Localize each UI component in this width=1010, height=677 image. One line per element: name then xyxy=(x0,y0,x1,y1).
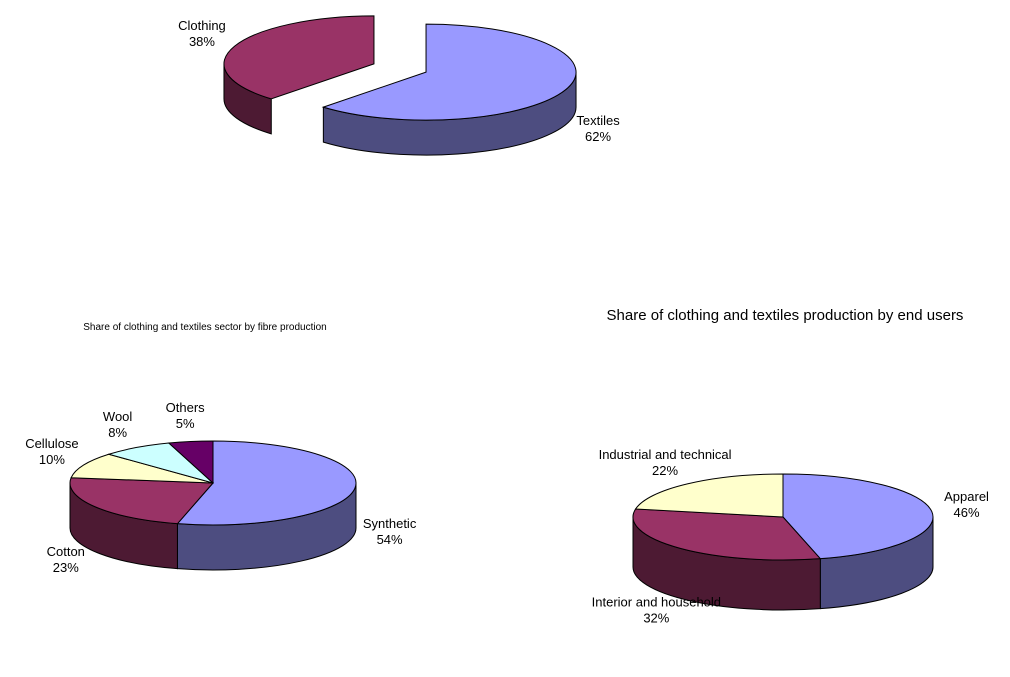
slice-value-label: 38% xyxy=(189,34,215,49)
chart-title: Share of clothing and textiles sector by… xyxy=(83,322,326,333)
slice-label: Industrial and technical xyxy=(599,447,732,462)
slice-label: Cotton xyxy=(47,544,85,559)
slice xyxy=(634,473,784,518)
slice-value-label: 10% xyxy=(39,452,65,467)
slice-value-label: 8% xyxy=(108,425,127,440)
slice xyxy=(167,440,214,485)
slice xyxy=(782,473,934,560)
slice-label: Others xyxy=(166,400,206,415)
slice-value-label: 23% xyxy=(53,560,79,575)
slice-label: Synthetic xyxy=(363,516,417,531)
slice-value-label: 22% xyxy=(652,463,678,478)
slice-label: Cellulose xyxy=(25,436,78,451)
slice-label: Clothing xyxy=(178,18,226,33)
slice-label: Apparel xyxy=(944,489,989,504)
pie-chart: Share of clothing and textiles sector by… xyxy=(25,322,417,575)
slice-value-label: 32% xyxy=(643,610,669,625)
slice xyxy=(176,440,357,526)
pie-chart: Share of clothing and textiles productio… xyxy=(592,307,989,625)
slice xyxy=(223,15,375,100)
chart-title: Share of clothing and textiles productio… xyxy=(607,307,964,324)
slice-value-label: 46% xyxy=(954,505,980,520)
slice-label: Interior and household xyxy=(592,594,721,609)
slice-value-label: 62% xyxy=(585,129,611,144)
slice-label: Wool xyxy=(103,409,132,424)
slice xyxy=(632,508,822,561)
slice-value-label: 54% xyxy=(377,532,403,547)
slice xyxy=(70,453,214,484)
slice xyxy=(321,23,577,121)
slice-label: Textiles xyxy=(576,113,620,128)
slice-value-label: 5% xyxy=(176,416,195,431)
slice xyxy=(69,477,215,525)
